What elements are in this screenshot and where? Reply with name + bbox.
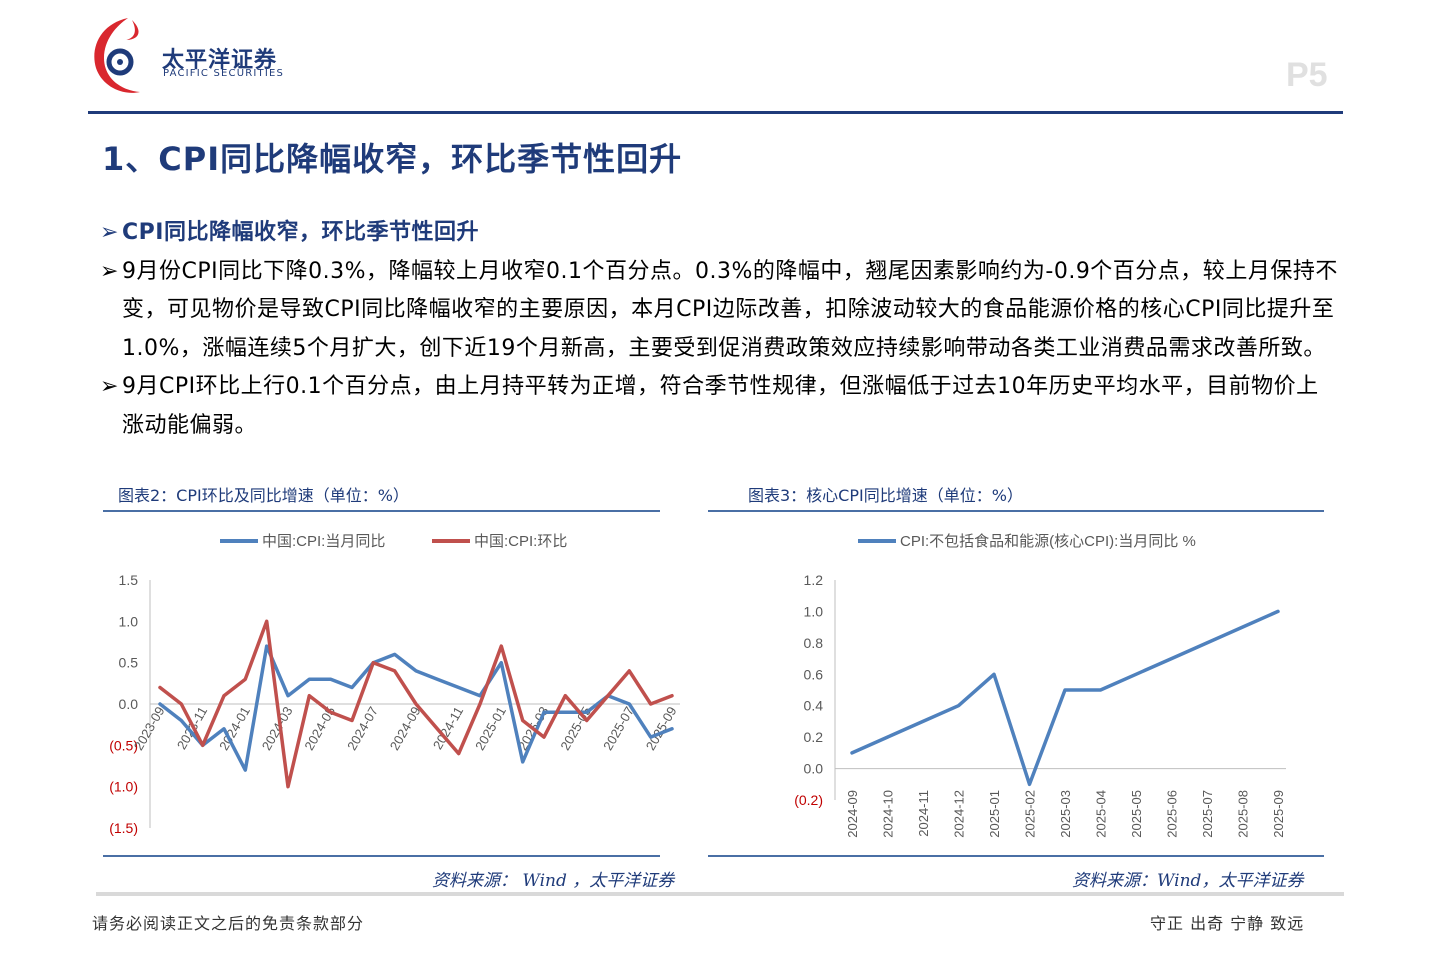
section-title: 1、CPI同比降幅收窄，环比季节性回升 (102, 140, 683, 178)
x-tick-label: 2024-07 (344, 704, 381, 753)
x-tick-label: 2025-03 (1058, 790, 1073, 838)
chart-caption-right: 图表3：核心CPI同比增速（单位：%） (748, 486, 1023, 505)
bullet-list: ➢ CPI同比降幅收窄，环比季节性回升 ➢ 9月份CPI同比下降0.3%，降幅较… (100, 214, 1340, 445)
source-divider-left (103, 855, 660, 857)
company-logo: 太平洋证券 PACIFIC SECURITIES (88, 14, 298, 104)
core-cpi-chart: CPI:不包括食品和能源(核心CPI):当月同比 % 1.2 1.0 0.8 0.6 0.… (794, 533, 1286, 838)
x-tick-label: 2025-07 (1200, 790, 1215, 838)
x-tick-label: 2024-11 (916, 790, 931, 837)
y-tick-label: 0.0 (804, 761, 824, 777)
brand-name-en: PACIFIC SECURITIES (163, 68, 285, 79)
y-tick-label: 0.0 (119, 696, 139, 712)
source-note-right: 资料来源：Wind，太平洋证券 (1072, 871, 1304, 891)
legend-label: CPI:不包括食品和能源(核心CPI):当月同比 % (900, 533, 1196, 550)
y-tick-label: 0.6 (804, 666, 824, 682)
x-tick-label: 2025-04 (1094, 790, 1109, 838)
caption-divider-left (103, 510, 660, 512)
x-tick-label: 2024-09 (845, 790, 860, 838)
source-divider-right (708, 855, 1324, 857)
x-tick-label: 2025-09 (1271, 790, 1286, 838)
bullet-item: ➢ 9月份CPI同比下降0.3%，降幅较上月收窄0.1个百分点。0.3%的降幅中… (100, 253, 1340, 369)
y-tick-label: 0.8 (804, 635, 824, 651)
bullet-text: 9月份CPI同比下降0.3%，降幅较上月收窄0.1个百分点。0.3%的降幅中，翘… (122, 258, 1338, 361)
brand-name-cn: 太平洋证券 (162, 48, 278, 73)
x-tick-label: 2024-09 (387, 704, 424, 753)
y-tick-label: (0.5) (109, 737, 138, 753)
y-tick-label: 1.0 (804, 603, 824, 619)
x-tick-label: 2025-09 (643, 704, 680, 753)
footer-disclaimer: 请务必阅读正文之后的免责条款部分 (92, 914, 365, 933)
source-note-left: 资料来源： Wind ，太平洋证券 (432, 871, 675, 891)
y-tick-label: (1.0) (109, 779, 138, 795)
x-tick-label: 2025-08 (1236, 790, 1251, 838)
caption-divider-right (708, 510, 1324, 512)
y-tick-label: 0.5 (119, 655, 139, 671)
y-tick-label: 1.2 (804, 572, 824, 588)
bullet-text: CPI同比降幅收窄，环比季节性回升 (122, 220, 479, 245)
page-number: P5 (1286, 56, 1328, 94)
x-tick-label: 2025-06 (1165, 790, 1180, 838)
chart-caption-left: 图表2：CPI环比及同比增速（单位：%） (118, 486, 409, 505)
x-tick-label: 2025-07 (600, 704, 637, 753)
legend-label: 中国:CPI:当月同比 (262, 533, 385, 550)
x-tick-label: 2025-05 (1129, 790, 1144, 838)
y-tick-label: 1.5 (119, 572, 139, 588)
header-divider (88, 111, 1343, 114)
arrow-bullet-icon: ➢ (100, 220, 119, 245)
y-tick-label: 0.2 (804, 729, 824, 745)
y-tick-label: 1.0 (119, 613, 139, 629)
y-tick-label: (0.2) (794, 792, 823, 808)
bullet-item-heading: ➢ CPI同比降幅收窄，环比季节性回升 (100, 214, 1340, 253)
cpi-yoy-mom-chart: 中国:CPI:当月同比 中国:CPI:环比 1.5 1.0 0.5 0.0 (0.5) (1.… (109, 533, 680, 836)
logo-mark-icon (94, 18, 140, 93)
footer-divider (96, 892, 1344, 896)
x-tick-label: 2024-12 (952, 790, 967, 838)
legend-label: 中国:CPI:环比 (474, 533, 567, 550)
bullet-text: 9月CPI环比上行0.1个百分点，由上月持平转为正增，符合季节性规律，但涨幅低于… (122, 374, 1319, 438)
x-tick-label: 2024-10 (881, 790, 896, 838)
y-tick-label: 0.4 (804, 698, 824, 714)
footer-slogan: 守正 出奇 宁静 致远 (1150, 914, 1305, 933)
arrow-bullet-icon: ➢ (100, 374, 119, 399)
y-tick-label: (1.5) (109, 820, 138, 836)
series-line (850, 609, 1280, 787)
arrow-bullet-icon: ➢ (100, 258, 119, 284)
x-tick-label: 2025-01 (987, 790, 1002, 838)
bullet-item: ➢ 9月CPI环比上行0.1个百分点，由上月持平转为正增，符合季节性规律，但涨幅… (100, 368, 1340, 445)
x-tick-label: 2025-02 (1023, 790, 1038, 838)
